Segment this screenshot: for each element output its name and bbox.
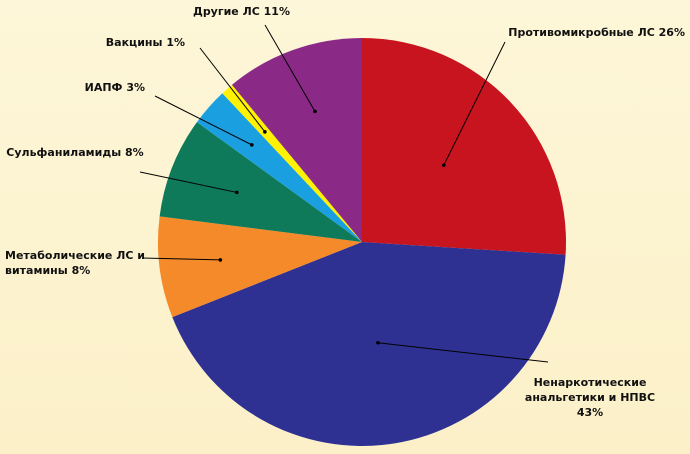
leader-line [141,257,221,261]
slice-label: Противомикробные ЛС 26% [470,25,685,40]
pie-slice [158,216,362,318]
leader-line [154,95,253,146]
value-label: 43% [576,406,604,419]
category-label: Вакцины [105,36,163,49]
pie-slice [196,93,362,242]
value-label: 1% [166,36,185,49]
slice-label: Сульфаниламиды 8% [5,145,145,160]
pie-slice [362,38,566,255]
category-label: Ненаркотические анальгетики и НПВС [524,376,656,404]
value-label: 8% [125,146,144,159]
category-label: ИАПФ [84,81,123,94]
category-label: Сульфаниламиды [6,146,122,159]
pie-slice [222,84,362,242]
value-label: 8% [71,264,91,277]
value-label: 3% [126,81,145,94]
leader-dot [313,109,317,114]
slice-label: Вакцины 1% [60,35,185,50]
leader-dot [263,130,267,134]
value-label: 11% [263,5,290,18]
value-label: 26% [658,26,685,39]
leader-dot [376,340,380,345]
leader-line [377,342,549,363]
leader-dot [218,258,223,262]
slice-label: Метаболические ЛС и витамины 8% [5,248,145,278]
leader-line [199,47,266,133]
pie-slice [172,242,566,447]
category-label: Метаболические ЛС и витамины [5,249,145,277]
slice-label: Другие ЛС 11% [150,4,290,19]
category-label: Другие ЛС [193,5,260,18]
pie-slice [159,122,362,242]
slice-label: ИАПФ 3% [30,80,145,95]
slice-label: Ненаркотические анальгетики и НПВС 43% [515,375,665,420]
leader-line [443,41,506,166]
leader-dot [441,163,446,167]
leader-dot [235,190,239,195]
leader-line [139,171,237,193]
pie-slice [231,38,362,242]
leader-dot [250,143,254,147]
leader-line [264,24,316,112]
category-label: Противомикробные ЛС [508,26,655,39]
